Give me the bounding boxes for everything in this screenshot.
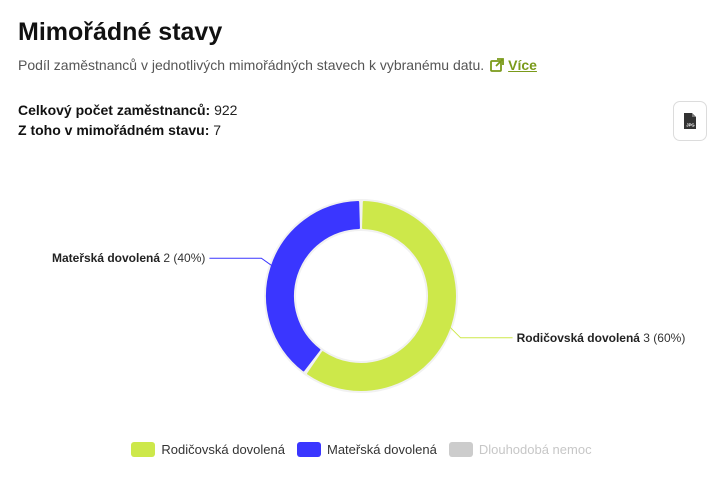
slice-label-0: Rodičovská dovolená 3 (60%) <box>517 331 686 345</box>
more-link-label: Více <box>508 57 537 73</box>
total-employees-value: 922 <box>214 102 238 118</box>
donut-chart: Rodičovská dovolená 3 (60%) Mateřská dovo… <box>52 199 686 393</box>
chart-legend: Rodičovská dovolená Mateřská dovolená Dl… <box>0 442 723 457</box>
legend-label-materska: Mateřská dovolená <box>326 442 437 457</box>
special-state-employees: Z toho v mimořádném stavu: 7 <box>18 120 237 140</box>
leader-line-0 <box>446 323 513 339</box>
legend-item-materska[interactable]: Mateřská dovolená <box>296 442 437 457</box>
page-subtitle: Podíl zaměstnanců v jednotlivých mimořád… <box>18 57 537 73</box>
page-title: Mimořádné stavy <box>18 18 223 46</box>
legend-label-dlouhodoba: Dlouhodobá nemoc <box>478 442 592 457</box>
slice-label-name-0: Rodičovská dovolená <box>517 331 644 345</box>
leader-line-1 <box>209 257 276 269</box>
more-link[interactable]: Více <box>490 57 537 73</box>
subtitle-text: Podíl zaměstnanců v jednotlivých mimořád… <box>18 57 485 73</box>
special-state-value: 7 <box>213 122 222 138</box>
slice-label-value-0: 3 (60%) <box>643 331 685 345</box>
donut-slice-1[interactable] <box>266 201 360 372</box>
legend-item-rodicovska[interactable]: Rodičovská dovolená <box>131 442 285 457</box>
svg-text:JPG: JPG <box>686 123 694 128</box>
jpg-export-icon: JPG <box>684 113 696 129</box>
external-link-icon <box>490 58 505 72</box>
slice-label-value-1: 2 (40%) <box>163 251 205 265</box>
slice-label-name-1: Mateřská dovolená <box>52 251 163 265</box>
legend-label-rodicovska: Rodičovská dovolená <box>161 442 285 457</box>
legend-item-dlouhodoba[interactable]: Dlouhodobá nemoc <box>448 442 592 457</box>
donut-slice-0[interactable] <box>307 201 456 391</box>
total-employees: Celkový počet zaměstnanců: 922 <box>18 100 237 120</box>
slice-label-1: Mateřská dovolená 2 (40%) <box>52 251 205 265</box>
export-jpg-button[interactable]: JPG <box>673 101 707 141</box>
special-state-label: Z toho v mimořádném stavu: <box>18 122 210 138</box>
legend-swatch-materska <box>296 442 321 457</box>
legend-swatch-rodicovska <box>131 442 156 457</box>
total-employees-label: Celkový počet zaměstnanců: <box>18 102 211 118</box>
summary-stats: Celkový počet zaměstnanců: 922 Z toho v … <box>18 100 237 140</box>
legend-swatch-dlouhodoba <box>448 442 473 457</box>
